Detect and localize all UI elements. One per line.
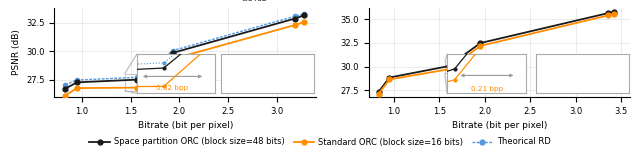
Standard ORC (block size=16 bits) — [291, 24, 299, 26]
Space partition ORC (block size=48 bits) — [169, 52, 177, 54]
Bar — [125, 74, 162, 91]
Y-axis label: PSNR (dB): PSNR (dB) — [12, 29, 20, 75]
Space partition ORC (block size=48 bits) — [73, 81, 81, 83]
Space partition ORC (block size=48 bits) — [61, 88, 69, 90]
Space partition ORC (block size=48 bits) — [134, 79, 141, 81]
Legend: Space partition ORC (block size=48 bits), Standard ORC (block size=16 bits), The: Space partition ORC (block size=48 bits)… — [86, 134, 554, 150]
Standard ORC (block size=16 bits) — [61, 95, 69, 97]
Space partition ORC (block size=48 bits) — [291, 18, 299, 20]
Bar — [596, 55, 621, 71]
Theorical RD — [73, 79, 81, 81]
Theorical RD — [169, 50, 177, 52]
Theorical RD — [61, 84, 69, 86]
Standard ORC (block size=16 bits) — [300, 21, 307, 23]
Theorical RD — [300, 13, 307, 15]
Standard ORC (block size=16 bits) — [73, 87, 81, 89]
Bar — [445, 62, 483, 73]
X-axis label: Bitrate (bit per pixel): Bitrate (bit per pixel) — [452, 121, 547, 130]
Line: Standard ORC (block size=16 bits): Standard ORC (block size=16 bits) — [63, 20, 306, 98]
Standard ORC (block size=16 bits) — [134, 87, 141, 89]
Bar — [282, 60, 311, 90]
Theorical RD — [134, 76, 141, 78]
Line: Theorical RD: Theorical RD — [63, 12, 306, 87]
Line: Space partition ORC (block size=48 bits): Space partition ORC (block size=48 bits) — [63, 13, 306, 91]
Standard ORC (block size=16 bits) — [169, 58, 177, 60]
X-axis label: Bitrate (bit per pixel): Bitrate (bit per pixel) — [138, 121, 233, 130]
Theorical RD — [291, 15, 299, 17]
Space partition ORC (block size=48 bits) — [300, 15, 307, 16]
